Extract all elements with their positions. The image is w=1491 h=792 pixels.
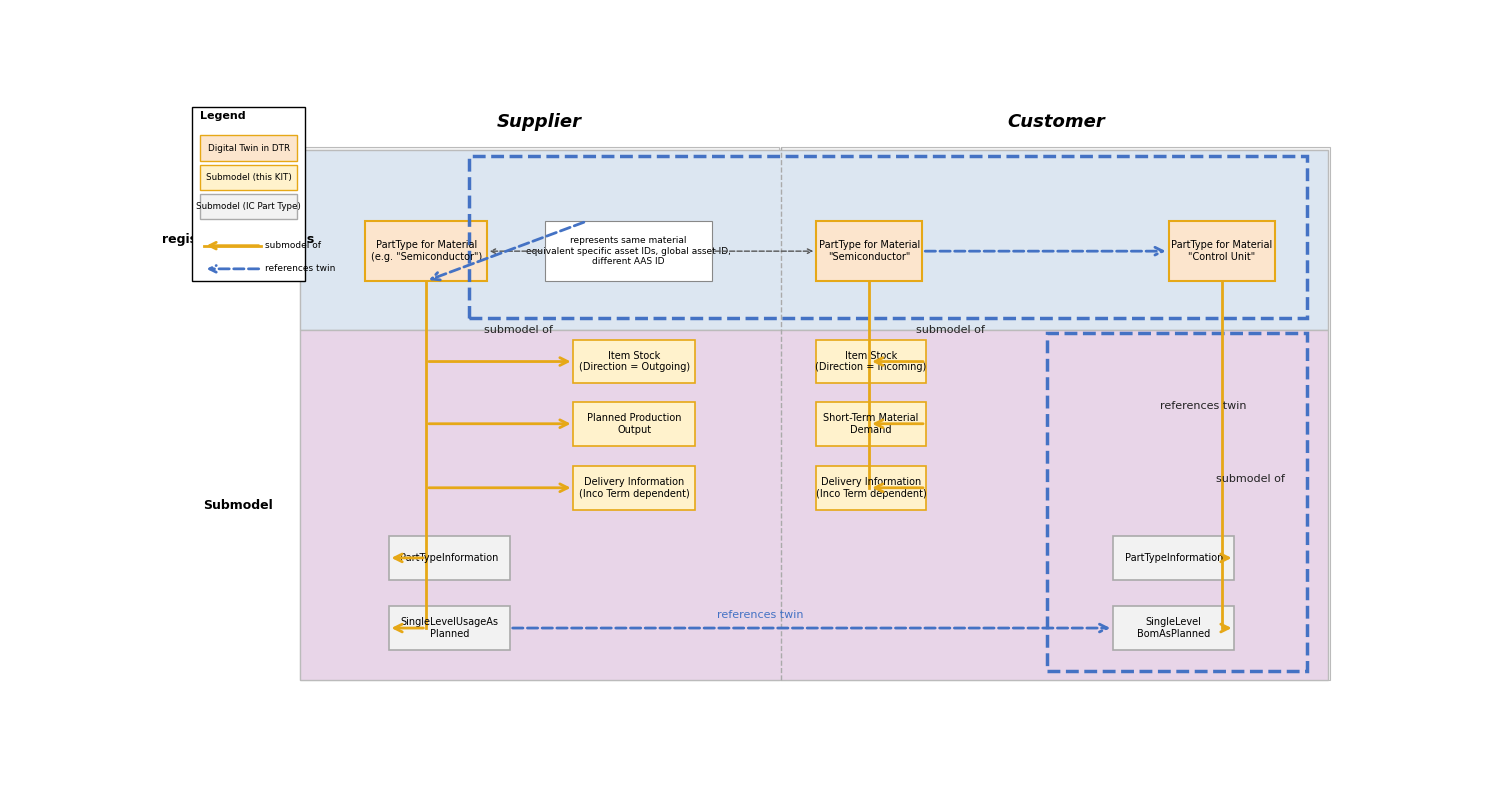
Text: PartType for Material
"Control Unit": PartType for Material "Control Unit" [1170, 240, 1272, 262]
Text: PartType for Material
"Semiconductor": PartType for Material "Semiconductor" [819, 240, 920, 262]
Text: submodel of: submodel of [915, 326, 984, 336]
FancyBboxPatch shape [300, 329, 1328, 680]
FancyBboxPatch shape [816, 466, 926, 510]
Text: Short-Term Material
Demand: Short-Term Material Demand [823, 413, 918, 435]
FancyBboxPatch shape [816, 221, 923, 281]
Text: PartType for Material
(e.g. "Semiconductor"): PartType for Material (e.g. "Semiconduct… [371, 240, 482, 262]
FancyBboxPatch shape [200, 135, 297, 161]
FancyBboxPatch shape [574, 340, 695, 383]
FancyBboxPatch shape [192, 107, 306, 281]
FancyBboxPatch shape [781, 147, 1330, 680]
FancyBboxPatch shape [574, 466, 695, 510]
FancyBboxPatch shape [200, 194, 297, 219]
Text: Submodel: Submodel [203, 499, 273, 512]
Text: submodel of: submodel of [485, 326, 553, 336]
FancyBboxPatch shape [1169, 221, 1275, 281]
Text: references twin: references twin [717, 610, 804, 619]
Text: Submodel (IC Part Type): Submodel (IC Part Type) [197, 202, 301, 211]
FancyBboxPatch shape [389, 536, 510, 580]
Text: represents same material
equivalent specific asset IDs, global asset ID,
differe: represents same material equivalent spec… [526, 236, 731, 266]
FancyBboxPatch shape [300, 150, 1328, 329]
Text: submodel of: submodel of [265, 242, 321, 250]
Text: PartTypeInformation: PartTypeInformation [400, 553, 498, 563]
FancyBboxPatch shape [200, 165, 297, 190]
FancyBboxPatch shape [816, 402, 926, 446]
Text: Planned Production
Output: Planned Production Output [587, 413, 681, 435]
Text: submodel of: submodel of [1217, 474, 1285, 484]
FancyBboxPatch shape [574, 402, 695, 446]
Text: Customer: Customer [1006, 113, 1105, 131]
FancyBboxPatch shape [300, 147, 780, 680]
Text: SingleLevelUsageAs
Planned: SingleLevelUsageAs Planned [400, 617, 498, 639]
Text: Digital Twin in DTR: Digital Twin in DTR [207, 143, 289, 153]
Text: references twin: references twin [265, 265, 335, 273]
Text: Item Stock
(Direction = Outgoing): Item Stock (Direction = Outgoing) [579, 351, 690, 372]
FancyBboxPatch shape [389, 606, 510, 650]
Text: SingleLevel
BomAsPlanned: SingleLevel BomAsPlanned [1138, 617, 1211, 639]
FancyBboxPatch shape [365, 221, 486, 281]
Text: Delivery Information
(Inco Term dependent): Delivery Information (Inco Term dependen… [579, 477, 689, 499]
FancyBboxPatch shape [544, 221, 713, 281]
FancyBboxPatch shape [816, 340, 926, 383]
Text: references twin: references twin [1160, 401, 1246, 411]
FancyBboxPatch shape [1114, 536, 1235, 580]
Text: PartTypeInformation: PartTypeInformation [1124, 553, 1223, 563]
Text: Submodel (this KIT): Submodel (this KIT) [206, 173, 292, 182]
Text: Item Stock
(Direction = Incoming): Item Stock (Direction = Incoming) [816, 351, 926, 372]
Text: Delivery Information
(Inco Term dependent): Delivery Information (Inco Term dependen… [816, 477, 926, 499]
Text: Supplier: Supplier [497, 113, 581, 131]
Text: Asset
registered in dDTR as
AAS: Asset registered in dDTR as AAS [163, 219, 315, 261]
Text: Legend: Legend [200, 112, 246, 121]
FancyBboxPatch shape [1114, 606, 1235, 650]
